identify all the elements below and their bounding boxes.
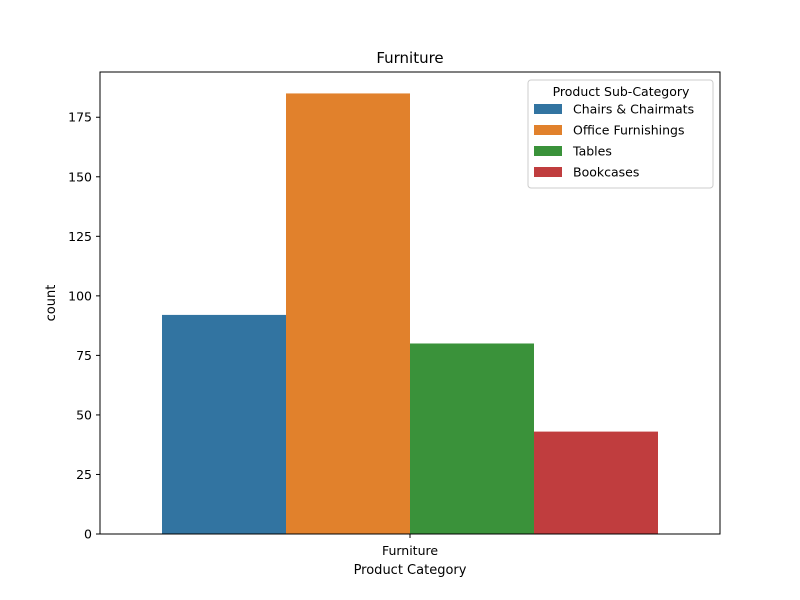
legend-title: Product Sub-Category xyxy=(553,84,690,99)
legend-label: Office Furnishings xyxy=(573,123,684,138)
y-tick-label: 25 xyxy=(76,467,92,482)
legend-swatch xyxy=(534,104,562,114)
legend-items: Chairs & Chairmats Office Furnishings Tabl… xyxy=(534,102,694,180)
legend-swatch xyxy=(534,167,562,177)
y-tick-label: 50 xyxy=(76,407,92,422)
bar-bookcases xyxy=(534,431,658,534)
bars-group xyxy=(162,93,658,535)
legend-swatch xyxy=(534,125,562,135)
legend-swatch xyxy=(534,146,562,156)
bar-office-furnishings xyxy=(286,93,410,535)
y-axis-label: count xyxy=(44,285,59,322)
y-axis: 0 25 50 75 100 125 150 175 xyxy=(68,110,100,542)
y-tick-label: 75 xyxy=(76,348,92,363)
x-axis: Furniture xyxy=(382,534,438,558)
legend: Product Sub-Category Chairs & Chairmats O… xyxy=(527,79,714,189)
x-axis-label: Product Category xyxy=(354,563,467,578)
y-tick-label: 0 xyxy=(84,527,92,542)
bar-chairs-chairmats xyxy=(162,314,286,534)
y-tick-label: 125 xyxy=(68,229,92,244)
y-tick-label: 175 xyxy=(68,110,92,125)
y-tick-label: 150 xyxy=(68,169,92,184)
x-tick-label: Furniture xyxy=(382,543,438,558)
legend-label: Bookcases xyxy=(573,165,639,180)
legend-label: Chairs & Chairmats xyxy=(573,102,694,117)
legend-label: Tables xyxy=(572,144,612,159)
legend-box xyxy=(527,79,714,189)
chart-title: Furniture xyxy=(376,49,443,67)
y-tick-label: 100 xyxy=(68,288,92,303)
bar-tables xyxy=(410,343,534,534)
